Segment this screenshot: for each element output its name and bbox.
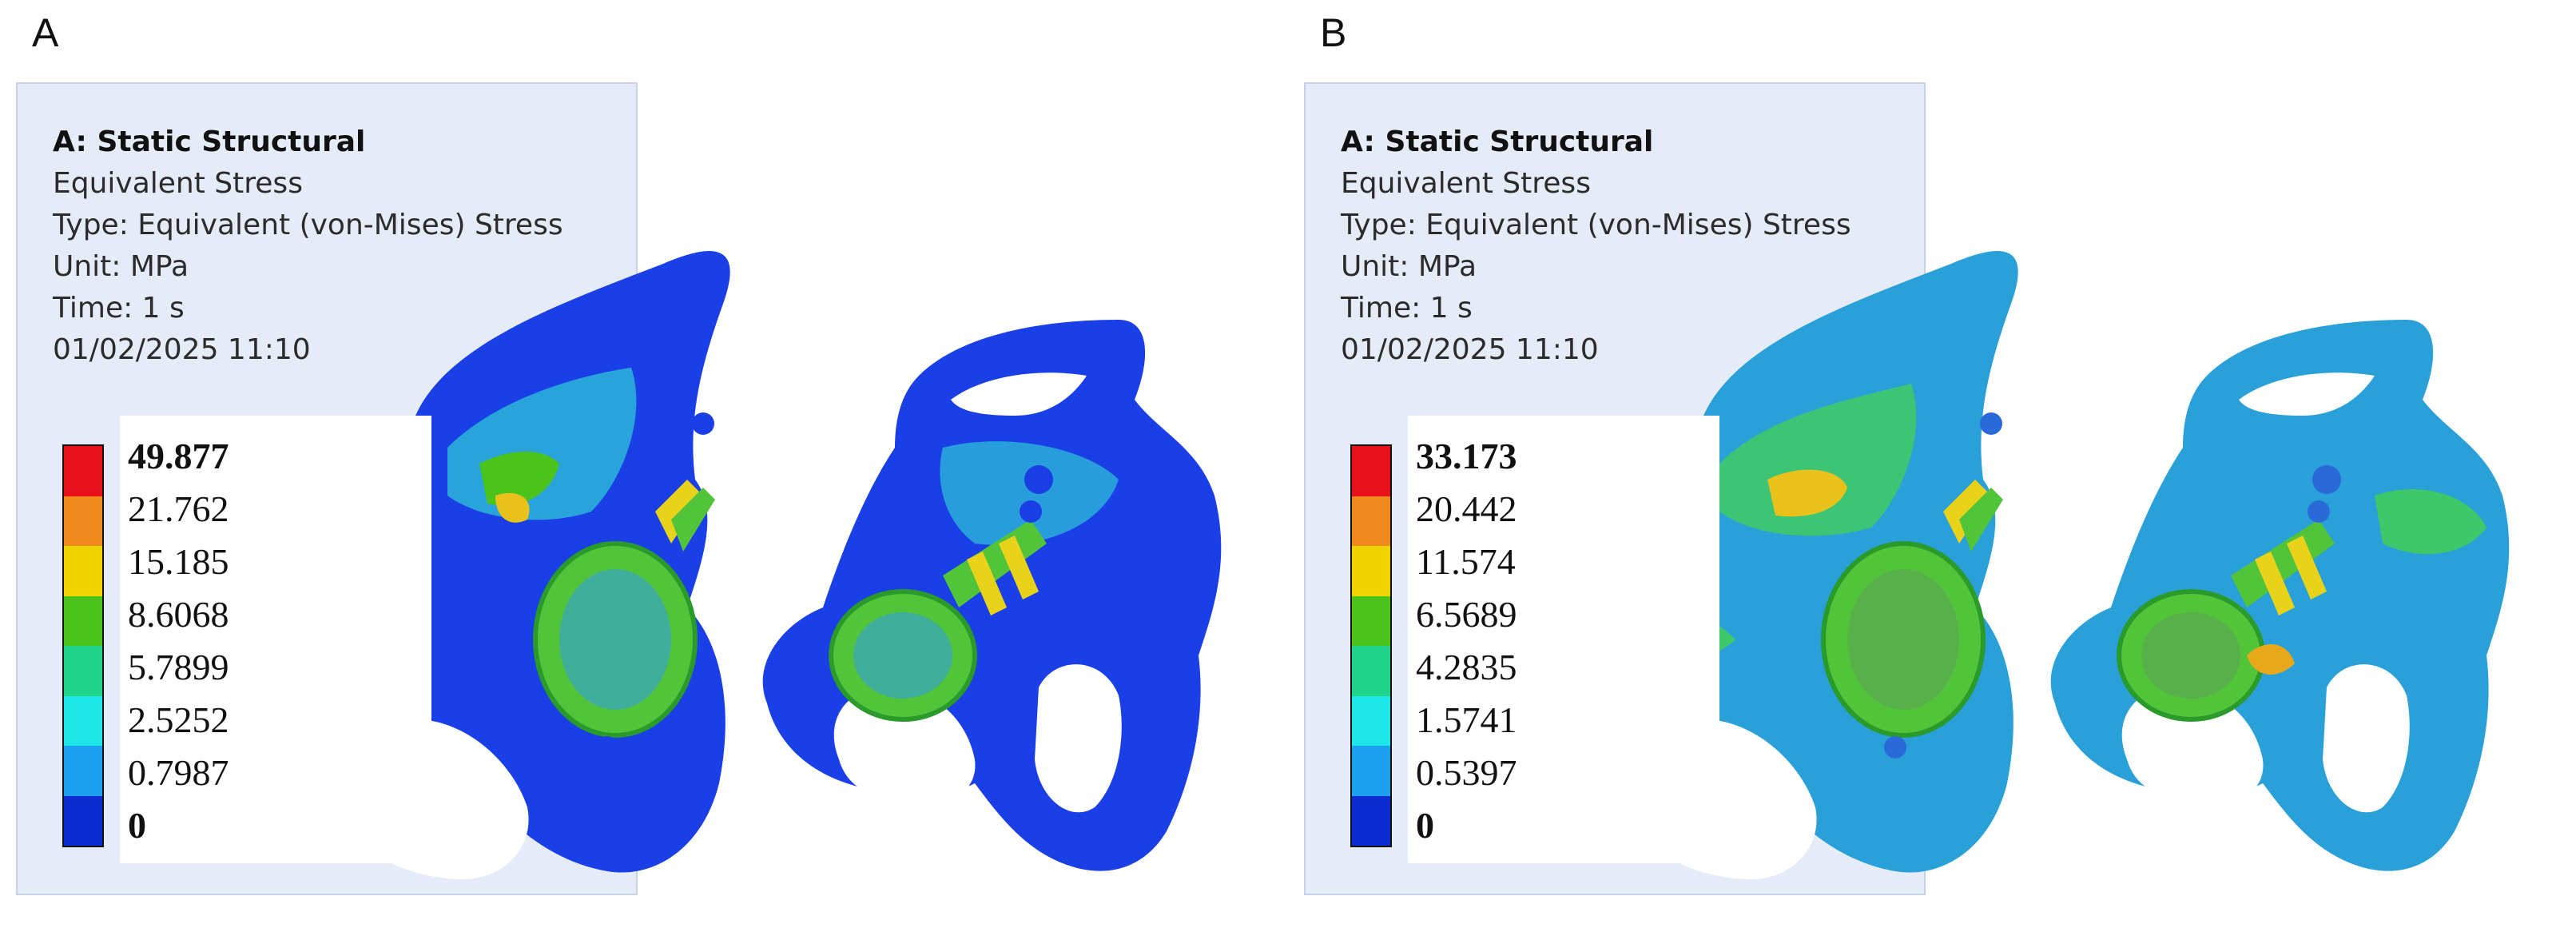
stress-region-green bbox=[479, 452, 559, 506]
colorbar-swatch bbox=[64, 746, 102, 796]
panel-b: B A: Static Structural Equivalent Stress… bbox=[1288, 0, 2576, 936]
colorbar-labels: 49.877 21.762 15.185 8.6068 5.7899 2.525… bbox=[128, 430, 229, 852]
screw-head bbox=[692, 412, 714, 435]
obturator-foramen bbox=[2121, 687, 2264, 804]
legend-value: 11.574 bbox=[1416, 541, 1516, 582]
implant-cage bbox=[943, 520, 1047, 607]
stress-hotspot bbox=[495, 492, 530, 523]
legend-max-value: 49.877 bbox=[128, 436, 229, 476]
pelvis-model-view-1 bbox=[254, 251, 730, 879]
legend-max-value: 33.173 bbox=[1416, 436, 1517, 476]
pelvis-opening bbox=[1035, 664, 1122, 813]
result-info-text: A: Static Structural Equivalent Stress T… bbox=[1341, 121, 1851, 371]
implant-strut bbox=[671, 488, 715, 552]
legend-background bbox=[120, 416, 431, 863]
screw-head bbox=[2312, 465, 2341, 494]
result-type: Type: Equivalent (von-Mises) Stress bbox=[53, 209, 563, 241]
cup-inner bbox=[2141, 612, 2240, 699]
result-info-text: A: Static Structural Equivalent Stress T… bbox=[53, 121, 563, 371]
legend-value: 21.762 bbox=[128, 488, 229, 529]
result-unit: Unit: MPa bbox=[53, 250, 189, 283]
colorbar-swatch bbox=[64, 795, 102, 846]
legend-value: 1.5741 bbox=[1416, 699, 1517, 740]
pelvis-model-view-1 bbox=[1542, 251, 2018, 879]
colorbar-swatch bbox=[64, 646, 102, 696]
colorbar-swatch bbox=[64, 446, 102, 496]
legend-value: 8.6068 bbox=[128, 594, 229, 635]
legend-value: 0.5397 bbox=[1416, 752, 1517, 793]
colorbar-swatch bbox=[1352, 695, 1390, 746]
stress-region-green bbox=[1719, 384, 1917, 536]
screw-head bbox=[1980, 412, 2002, 435]
stress-region-green bbox=[2375, 489, 2487, 555]
implant-strut bbox=[1959, 488, 2003, 552]
colorbar-swatch bbox=[1352, 795, 1390, 846]
screw-head bbox=[1024, 465, 1053, 494]
result-timestamp: 01/02/2025 11:10 bbox=[1341, 333, 1599, 366]
stress-hotspot bbox=[1767, 469, 1847, 517]
colorbar-swatch bbox=[64, 496, 102, 546]
screw-head bbox=[1020, 500, 1042, 523]
legend-value: 15.185 bbox=[128, 541, 229, 582]
result-unit: Unit: MPa bbox=[1341, 250, 1477, 283]
analysis-title: A: Static Structural bbox=[53, 125, 366, 158]
legend-background bbox=[1408, 416, 1719, 863]
colorbar-swatch bbox=[1352, 595, 1390, 646]
screw-head bbox=[596, 736, 618, 759]
screw-head bbox=[2308, 500, 2330, 523]
legend-value: 6.5689 bbox=[1416, 594, 1517, 635]
result-time: Time: 1 s bbox=[53, 292, 185, 325]
colorbar-swatch bbox=[64, 595, 102, 646]
stress-model-view[interactable] bbox=[0, 0, 1288, 936]
panel-a: A A: Static Structural Equivalent Stress… bbox=[0, 0, 1288, 936]
legend-min-value: 0 bbox=[1416, 805, 1434, 846]
legend-min-value: 0 bbox=[128, 805, 146, 846]
pelvis-model-view-2 bbox=[762, 320, 1222, 871]
legend-value: 2.5252 bbox=[128, 699, 229, 740]
cup-inner bbox=[853, 612, 952, 699]
stress-colorbar bbox=[1350, 444, 1392, 847]
stress-colorbar bbox=[62, 444, 104, 847]
legend-value: 20.442 bbox=[1416, 488, 1517, 529]
colorbar-labels: 33.173 20.442 11.574 6.5689 4.2835 1.574… bbox=[1416, 430, 1517, 852]
stress-region-mid bbox=[940, 441, 1119, 545]
result-type: Type: Equivalent (von-Mises) Stress bbox=[1341, 209, 1851, 241]
colorbar-swatch bbox=[64, 546, 102, 596]
implant-strut bbox=[999, 536, 1039, 599]
result-time: Time: 1 s bbox=[1341, 292, 1473, 325]
pelvis-model-view-2 bbox=[2050, 320, 2510, 871]
result-name: Equivalent Stress bbox=[53, 167, 303, 200]
implant-cage bbox=[2231, 520, 2335, 607]
colorbar-swatch bbox=[1352, 546, 1390, 596]
analysis-title: A: Static Structural bbox=[1341, 125, 1654, 158]
cup-inner bbox=[559, 569, 671, 710]
obturator-foramen bbox=[833, 687, 976, 804]
pelvis-notch bbox=[2239, 372, 2375, 416]
result-name: Equivalent Stress bbox=[1341, 167, 1591, 200]
panel-letter: B bbox=[1320, 10, 1347, 55]
cup-inner bbox=[1847, 569, 1959, 710]
implant-strut bbox=[967, 552, 1007, 615]
legend-value: 0.7987 bbox=[128, 752, 229, 793]
colorbar-swatch bbox=[1352, 446, 1390, 496]
colorbar-swatch bbox=[1352, 646, 1390, 696]
pelvis-notch bbox=[951, 372, 1087, 416]
colorbar-swatch bbox=[64, 695, 102, 746]
implant-strut bbox=[2287, 536, 2327, 599]
legend-value: 5.7899 bbox=[128, 647, 229, 687]
panel-letter: A bbox=[32, 10, 59, 55]
colorbar-swatch bbox=[1352, 496, 1390, 546]
screw-head bbox=[1884, 736, 1906, 759]
stress-model-view[interactable] bbox=[1288, 0, 2576, 936]
stress-hotspot bbox=[2247, 644, 2295, 675]
colorbar-swatch bbox=[1352, 746, 1390, 796]
implant-strut bbox=[2255, 552, 2295, 615]
legend-value: 4.2835 bbox=[1416, 647, 1517, 687]
result-timestamp: 01/02/2025 11:10 bbox=[53, 333, 311, 366]
pelvis-opening bbox=[2323, 664, 2410, 813]
